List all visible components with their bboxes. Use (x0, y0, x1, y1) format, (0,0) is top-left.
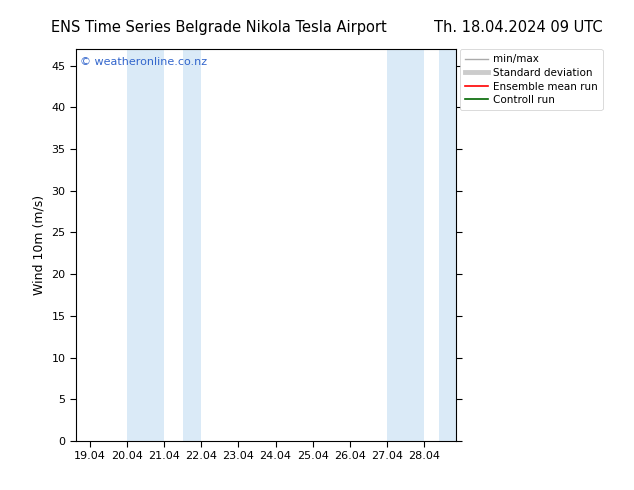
Bar (127, 49, 164, 441)
Text: ENS Time Series Belgrade Nikola Tesla Airport: ENS Time Series Belgrade Nikola Tesla Ai… (51, 20, 387, 35)
Legend: min/max, Standard deviation, Ensemble mean run, Controll run: min/max, Standard deviation, Ensemble me… (460, 49, 602, 110)
Bar (183, 49, 202, 441)
Text: Th. 18.04.2024 09 UTC: Th. 18.04.2024 09 UTC (434, 20, 602, 35)
Text: © weatheronline.co.nz: © weatheronline.co.nz (80, 57, 207, 67)
Bar (406, 49, 424, 441)
Y-axis label: Wind 10m (m/s): Wind 10m (m/s) (33, 195, 46, 295)
Bar (387, 49, 406, 441)
Bar (439, 49, 456, 441)
